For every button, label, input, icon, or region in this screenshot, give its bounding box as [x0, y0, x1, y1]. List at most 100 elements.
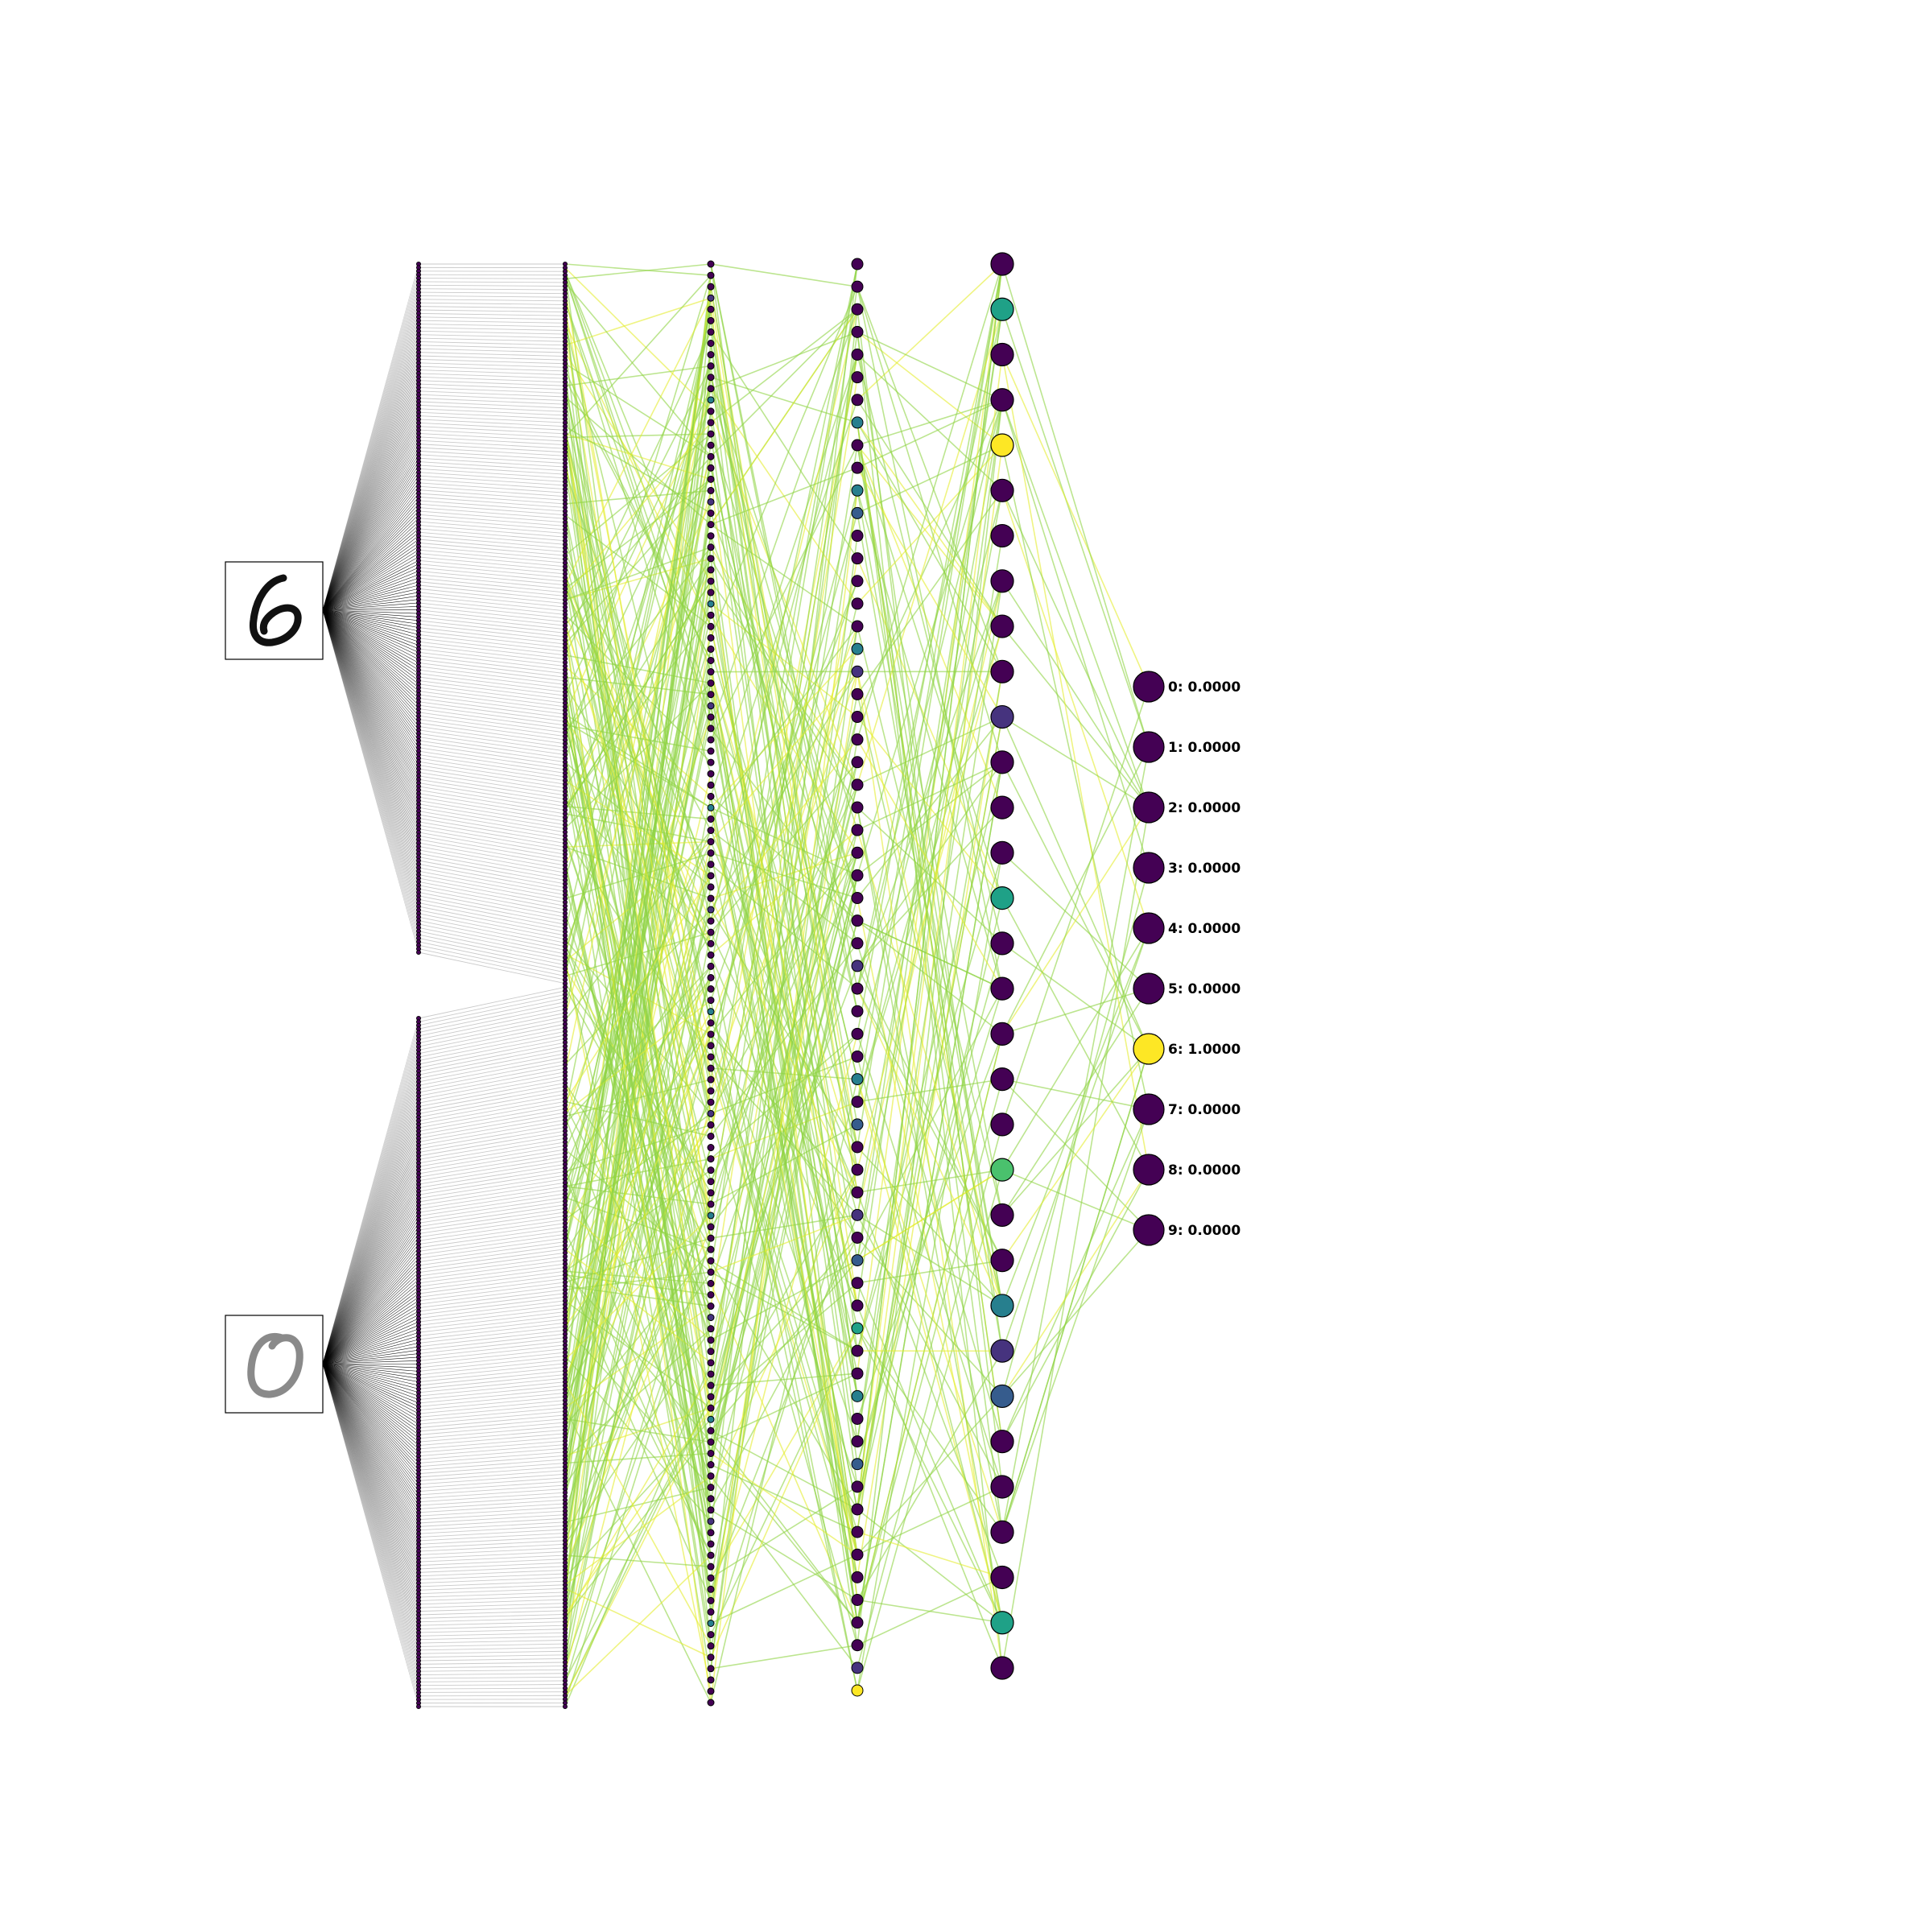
input-fan-line [322, 609, 419, 724]
input-fan-line [322, 1173, 419, 1364]
hidden2-node [707, 430, 715, 438]
weight-edge [710, 864, 858, 989]
output-labels: 0: 0.0000 1: 0.0000 2: 0.0000 3: 0.0000 4: 0… [1168, 679, 1241, 1239]
input-fan-line [322, 1363, 419, 1527]
input-hidden1-line [418, 811, 566, 836]
weight-edge [564, 1554, 712, 1567]
input-fan-line [322, 405, 419, 611]
weight-edge [1001, 943, 1150, 1050]
hidden3-node [851, 756, 864, 769]
input-hidden1-line [418, 1167, 566, 1192]
input-fan-line [322, 345, 419, 611]
hidden3-node [851, 1027, 864, 1040]
input-hidden1-line [418, 1307, 566, 1326]
weight-edge [710, 1260, 858, 1352]
input-hidden1-line [418, 712, 566, 733]
weight-edge [857, 1191, 1003, 1578]
hidden4-node [990, 1158, 1014, 1182]
input-fan-line [322, 1177, 419, 1364]
weight-edge [564, 514, 712, 627]
input-hidden1-line [418, 1554, 566, 1563]
input-hidden1-line [418, 1197, 566, 1220]
weight-edge [857, 444, 1003, 808]
input-hidden1-line [418, 535, 566, 549]
input-fan-line [322, 1363, 419, 1576]
input-hidden1-line [418, 994, 566, 1026]
input-hidden1-line [418, 906, 566, 936]
input-fan-line [322, 1363, 419, 1481]
weight-edge [710, 1282, 858, 1409]
hidden2-node [707, 758, 715, 766]
weight-edge [710, 1237, 858, 1511]
input-fan-line [322, 309, 419, 611]
input-fan-line [322, 546, 419, 611]
hidden4-node [990, 388, 1014, 412]
input-fan-line [322, 447, 419, 611]
input-hidden1-line [418, 655, 566, 675]
output-node [1133, 731, 1165, 763]
hidden2-node [707, 1517, 715, 1525]
weight-edge [1001, 716, 1150, 808]
input-hidden1-line [418, 1186, 566, 1210]
input-hidden1-line [418, 1480, 566, 1492]
weight-edge [710, 286, 858, 638]
input-hidden1-line [418, 627, 566, 645]
input-fan-line [322, 1290, 419, 1364]
weight-edge [710, 603, 858, 718]
input-fan-line [322, 609, 419, 935]
hidden2-node [707, 396, 715, 404]
input-hidden1-line [418, 920, 566, 951]
input-fan-line [322, 609, 419, 621]
weight-edge [564, 388, 712, 696]
input-hidden1-line [418, 1558, 566, 1567]
hidden2-node [707, 588, 715, 597]
weight-edge [564, 1196, 712, 1250]
weight-edge [710, 1373, 858, 1443]
input-hidden1-line [418, 1208, 566, 1231]
weight-edge [564, 425, 712, 514]
hidden2-node [707, 985, 715, 993]
input-hidden1-line [418, 390, 566, 398]
input-fan-line [322, 1363, 419, 1633]
input-hidden1-line [418, 651, 566, 671]
input-fan-line [322, 1363, 419, 1626]
input-fan-line [322, 486, 419, 611]
input-fan-line [322, 320, 419, 611]
input-fan-line [322, 1307, 419, 1364]
input-fan-line [322, 299, 419, 611]
output-label: 1: 0.0000 [1168, 740, 1241, 756]
hidden2-node [707, 362, 715, 370]
input-fan-line [322, 1092, 419, 1364]
input-hidden1-line [418, 1093, 566, 1121]
input-fan-line [322, 1363, 419, 1474]
input-fan-line [322, 1363, 419, 1439]
weight-edge [857, 1259, 1003, 1284]
input-hidden1-line [418, 1286, 566, 1305]
input-fan-line [322, 510, 419, 611]
weight-edge [564, 875, 712, 1102]
hidden4-node [990, 1656, 1014, 1680]
input-fan-line [322, 1046, 419, 1364]
input-hidden1-line [418, 923, 566, 955]
hidden2-node [707, 1245, 715, 1253]
hidden2-node [707, 1359, 715, 1367]
input-fan-line [322, 426, 419, 611]
input-hidden1-line [418, 599, 566, 615]
input-hidden1-line [418, 444, 566, 453]
weight-edge [710, 943, 858, 1137]
weight-edge [857, 919, 1003, 989]
hidden2-node [707, 1563, 715, 1571]
input-fan-line [322, 609, 419, 896]
weight-edge [857, 263, 1003, 1510]
input-hidden1-line [418, 489, 566, 501]
hidden3-node [851, 1548, 864, 1561]
input-fan-line [322, 1219, 419, 1364]
hidden2-node [707, 1121, 715, 1129]
hidden3-node [851, 937, 864, 950]
input-fan-line [322, 1297, 419, 1364]
input-hidden1-line [418, 1389, 566, 1404]
input-hidden1-line [418, 1215, 566, 1238]
hidden2-node [707, 1042, 715, 1050]
input-fan-line [322, 609, 419, 632]
hidden2-node [707, 1642, 715, 1650]
